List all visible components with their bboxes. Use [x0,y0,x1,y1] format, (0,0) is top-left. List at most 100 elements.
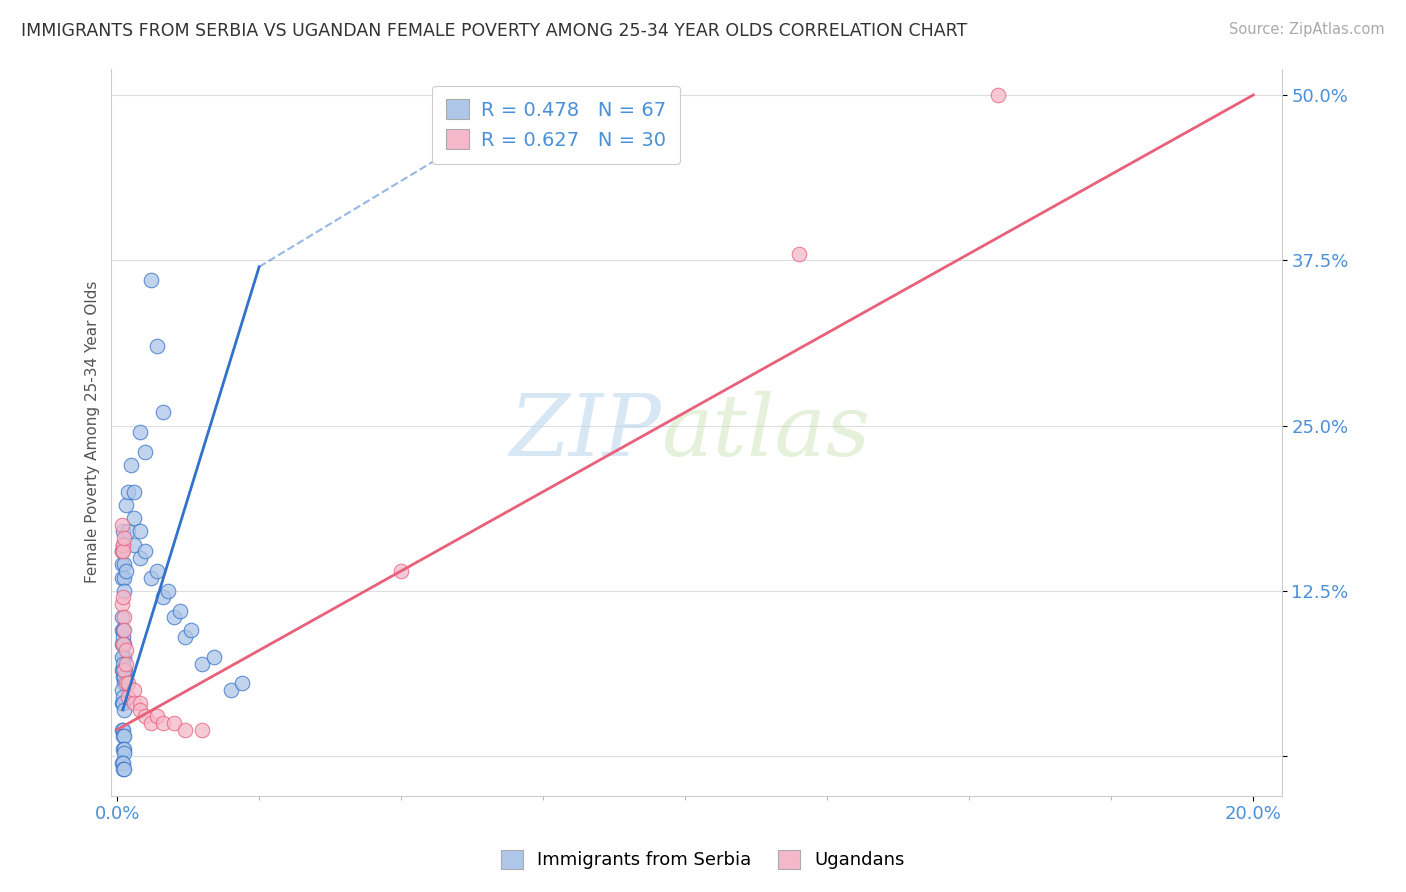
Legend: Immigrants from Serbia, Ugandans: Immigrants from Serbia, Ugandans [492,841,914,879]
Point [111,756,134,770]
Y-axis label: Female Poverty Among 25-34 Year Olds: Female Poverty Among 25-34 Year Olds [86,281,100,583]
Point [114,498,136,512]
Point [112,696,135,710]
Point [111,537,134,551]
Point [117,690,139,704]
Point [111,630,134,644]
Point [134,445,156,459]
Point [152,716,174,731]
Point [134,544,156,558]
Point [114,643,136,657]
Text: atlas: atlas [661,391,870,474]
Point [146,339,169,353]
Point [111,624,134,638]
Point [111,637,134,651]
Point [169,604,191,618]
Point [114,583,136,598]
Point [112,571,135,585]
Point [112,663,135,677]
Text: ZIP: ZIP [509,391,661,474]
Point [120,458,142,473]
Point [112,742,135,756]
Point [111,544,134,558]
Point [111,558,134,572]
Point [111,696,134,710]
Legend: R = 0.478   N = 67, R = 0.627   N = 30: R = 0.478 N = 67, R = 0.627 N = 30 [433,86,681,163]
Point [174,630,197,644]
Point [111,729,134,743]
Point [122,511,145,525]
Point [128,550,150,565]
Point [111,637,134,651]
Point [128,524,150,539]
Point [111,537,134,551]
Point [141,273,163,287]
Point [111,762,134,776]
Point [112,649,135,664]
Point [180,624,202,638]
Point [128,425,150,439]
Point [111,597,134,611]
Point [191,657,214,671]
Point [122,484,145,499]
Point [141,716,163,731]
Point [114,676,136,690]
Point [111,610,134,624]
Point [112,703,135,717]
Point [111,742,134,756]
Point [111,544,134,558]
Text: Source: ZipAtlas.com: Source: ZipAtlas.com [1229,22,1385,37]
Point [111,657,134,671]
Point [146,564,169,578]
Point [114,670,136,684]
Point [787,246,810,260]
Point [141,571,163,585]
Point [117,676,139,690]
Point [111,571,134,585]
Point [191,723,214,737]
Point [987,87,1010,102]
Point [152,591,174,605]
Point [112,610,135,624]
Point [163,610,186,624]
Point [111,723,134,737]
Point [157,583,180,598]
Point [111,723,134,737]
Point [122,683,145,698]
Point [112,558,135,572]
Point [112,624,135,638]
Point [112,762,135,776]
Point [146,709,169,723]
Point [114,657,136,671]
Point [111,670,134,684]
Point [117,484,139,499]
Point [112,544,135,558]
Point [174,723,197,737]
Point [117,524,139,539]
Point [163,716,186,731]
Point [111,649,134,664]
Point [128,703,150,717]
Point [231,676,253,690]
Point [112,637,135,651]
Point [114,747,136,761]
Point [112,729,135,743]
Point [114,564,136,578]
Point [111,591,134,605]
Point [152,405,174,419]
Point [389,564,412,578]
Point [122,537,145,551]
Point [112,624,135,638]
Point [111,690,134,704]
Point [111,517,134,532]
Point [111,756,134,770]
Point [112,663,135,677]
Text: IMMIGRANTS FROM SERBIA VS UGANDAN FEMALE POVERTY AMONG 25-34 YEAR OLDS CORRELATI: IMMIGRANTS FROM SERBIA VS UGANDAN FEMALE… [21,22,967,40]
Point [202,649,225,664]
Point [128,696,150,710]
Point [219,683,242,698]
Point [111,683,134,698]
Point [112,676,135,690]
Point [114,663,136,677]
Point [114,531,136,545]
